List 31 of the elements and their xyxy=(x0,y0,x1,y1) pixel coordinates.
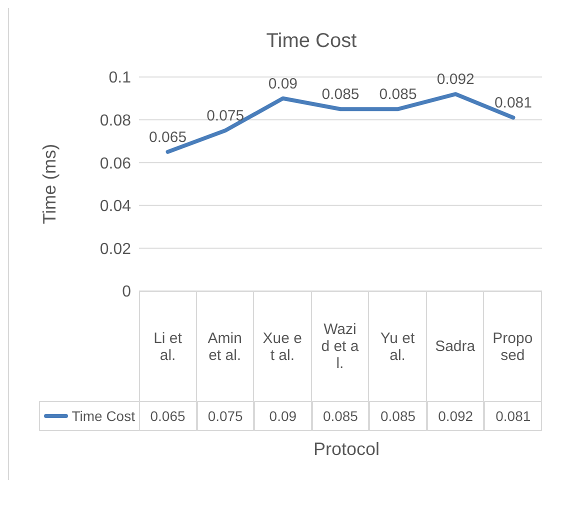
legend-label: Time Cost xyxy=(72,408,135,424)
x-tick-label: Li et al. xyxy=(139,291,197,401)
x-tick-label: Amin et al. xyxy=(196,291,254,401)
y-axis-title: Time (ms) xyxy=(39,144,60,224)
x-tick-label: Yu et al. xyxy=(369,291,427,401)
y-tick-label: 0 xyxy=(122,284,132,301)
text: 0.092 xyxy=(426,401,484,431)
y-tick-label: 0.1 xyxy=(108,70,132,87)
text: 0.065 xyxy=(139,401,197,431)
text: 0.09 xyxy=(254,401,312,431)
data-label: 0.075 xyxy=(206,108,244,124)
x-tick-label: Proposed xyxy=(484,291,542,401)
x-axis-title: Protocol xyxy=(312,439,381,461)
data-label: 0.065 xyxy=(149,128,187,146)
y-tick-label: 0.02 xyxy=(100,240,132,258)
data-label: 0.092 xyxy=(436,71,474,88)
x-tick-label: Sadra xyxy=(426,291,484,401)
chart-title: Time Cost xyxy=(265,30,358,53)
text: 0.085 xyxy=(312,401,370,431)
data-label: 0.085 xyxy=(322,86,360,104)
text: 0.085 xyxy=(369,401,427,431)
y-tick-label: 0.08 xyxy=(100,112,132,130)
data-label: 0.081 xyxy=(494,94,532,112)
y-tick-label: 0.06 xyxy=(100,155,132,172)
text: 0.081 xyxy=(484,401,542,431)
data-label: 0.085 xyxy=(379,86,417,104)
text: 0.075 xyxy=(196,401,254,431)
x-tick-label: Xue et al. xyxy=(254,291,312,401)
y-tick-label: 0.04 xyxy=(100,198,132,216)
data-label: 0.09 xyxy=(268,75,298,92)
x-tick-label: Wazid et al. xyxy=(312,291,370,401)
